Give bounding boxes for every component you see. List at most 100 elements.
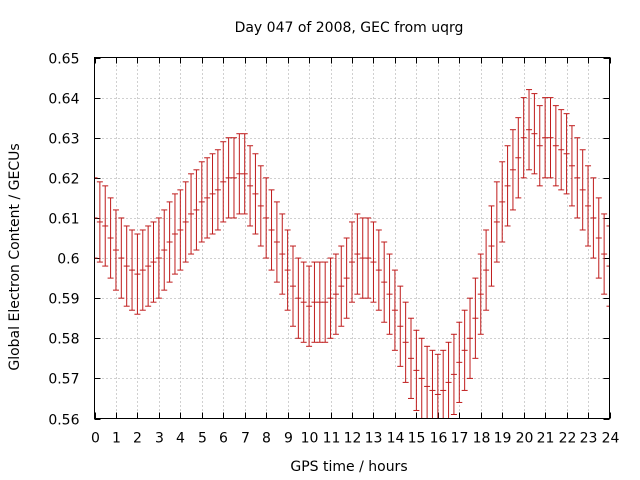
- x-tick-label: 19: [494, 431, 512, 447]
- axis-ticks: [94, 57, 611, 420]
- error-bar-point: [193, 169, 200, 251]
- y-tick-label: 0.64: [48, 92, 79, 108]
- error-bar-point: [204, 157, 211, 239]
- error-bar-point: [461, 309, 468, 391]
- x-tick-label: 12: [344, 431, 362, 447]
- error-bar-point: [397, 285, 404, 367]
- x-tick-label: 21: [537, 431, 555, 447]
- error-bar-point: [440, 349, 447, 419]
- error-bar-point: [236, 133, 243, 215]
- y-tick-label: 0.6: [57, 252, 79, 268]
- x-tick-label: 5: [198, 431, 207, 447]
- error-bar-point: [499, 161, 506, 243]
- y-tick-label: 0.65: [48, 52, 79, 68]
- x-tick-label: 13: [365, 431, 383, 447]
- error-bar-point: [568, 125, 575, 207]
- error-bar-point: [220, 141, 227, 223]
- error-bar-point: [467, 297, 474, 379]
- error-bar-point: [306, 265, 313, 347]
- error-bar-point: [359, 217, 366, 299]
- error-bar-point: [257, 165, 264, 247]
- error-bar-point: [515, 117, 522, 199]
- error-bar-point: [273, 201, 280, 283]
- error-bar-point: [155, 217, 162, 299]
- error-bar-point: [424, 345, 431, 419]
- plot-frame: [94, 57, 610, 419]
- error-bar-point: [574, 137, 581, 219]
- error-bar-point: [300, 261, 307, 343]
- error-bar-point: [477, 253, 484, 335]
- error-bar-point: [123, 225, 130, 307]
- x-tick-label: 20: [516, 431, 534, 447]
- error-bar-point: [488, 205, 495, 287]
- x-tick-label: 0: [91, 431, 100, 447]
- x-tick-label: 6: [219, 431, 228, 447]
- error-bar-point: [590, 177, 597, 259]
- error-bar-point: [332, 253, 339, 335]
- error-bar-point: [145, 225, 152, 307]
- error-bar-point: [408, 317, 415, 399]
- error-bar-point: [177, 189, 184, 271]
- error-bar-point: [520, 97, 527, 179]
- y-axis-label: Global Electron Content / GECUs: [7, 143, 23, 370]
- error-bar-point: [365, 217, 372, 299]
- error-bar-point: [542, 97, 549, 179]
- x-tick-label: 1: [112, 431, 121, 447]
- error-bar-point: [343, 237, 350, 319]
- error-bar-point: [96, 181, 103, 263]
- x-tick-label: 8: [262, 431, 271, 447]
- error-bar-point: [252, 153, 259, 235]
- error-bar-point: [327, 257, 334, 339]
- error-bar-point: [601, 213, 608, 295]
- error-bar-point: [166, 201, 173, 283]
- error-bar-point: [102, 185, 109, 267]
- error-bar-point: [509, 129, 516, 211]
- y-tick-label: 0.59: [48, 292, 79, 308]
- error-bar-point: [418, 337, 425, 419]
- x-tick-label: 11: [323, 431, 341, 447]
- error-bar-point: [279, 213, 286, 295]
- error-bar-point: [456, 321, 463, 403]
- error-bar-point: [311, 261, 318, 343]
- y-tick-label: 0.61: [48, 212, 79, 228]
- y-tick-labels: 0.56 0.57 0.58 0.59 0.6 0.61 0.62 0.63 0.64 0.65: [48, 52, 79, 429]
- error-bar-point: [547, 97, 554, 179]
- error-bar-point: [198, 161, 205, 243]
- error-bar-point: [450, 333, 457, 415]
- error-bar-point: [445, 341, 452, 419]
- error-bar-point: [182, 181, 189, 263]
- error-bar-point: [370, 221, 377, 303]
- error-bar-point: [129, 229, 136, 311]
- x-tick-label: 22: [559, 431, 577, 447]
- x-tick-label: 3: [155, 431, 164, 447]
- y-tick-label: 0.63: [48, 132, 79, 148]
- error-bar-point: [558, 109, 565, 191]
- y-tick-label: 0.62: [48, 172, 79, 188]
- error-bar-point: [526, 89, 533, 171]
- x-tick-label: 17: [451, 431, 469, 447]
- error-bar-point: [107, 197, 114, 279]
- x-tick-label: 23: [580, 431, 598, 447]
- error-bar-point: [241, 133, 248, 215]
- x-tick-label: 7: [241, 431, 250, 447]
- error-bar-point: [483, 229, 490, 311]
- error-bars: [94, 89, 610, 419]
- x-tick-label: 9: [284, 431, 293, 447]
- y-tick-label: 0.58: [48, 332, 79, 348]
- error-bar-point: [413, 329, 420, 411]
- x-tick-label: 2: [133, 431, 142, 447]
- error-bar-point: [338, 245, 345, 327]
- x-tick-label: 15: [408, 431, 426, 447]
- error-bar-point: [434, 353, 441, 419]
- error-bar-point: [595, 197, 602, 279]
- error-bar-point: [284, 229, 291, 311]
- x-tick-label: 18: [473, 431, 491, 447]
- error-bar-point: [579, 149, 586, 231]
- error-bar-point: [563, 113, 570, 195]
- error-bar-point: [112, 209, 119, 291]
- error-bar-point: [585, 165, 592, 247]
- error-bar-point: [531, 93, 538, 175]
- error-bar-point: [322, 261, 329, 343]
- error-bar-point: [225, 137, 232, 219]
